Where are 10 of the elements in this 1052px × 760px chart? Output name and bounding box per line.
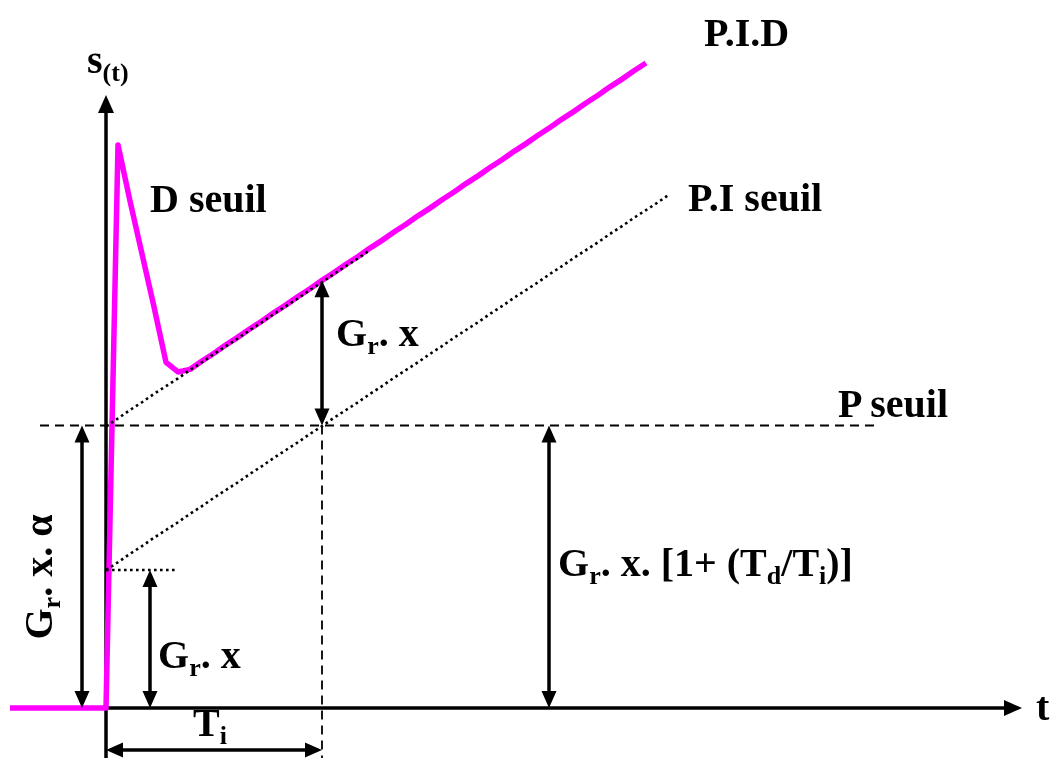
annotation: D seuil <box>150 176 267 221</box>
y-axis-title: s$_{(t)}$ <box>87 37 129 87</box>
series-label: P.I.D <box>704 10 790 55</box>
annotation: G$_{r}$. x. [1+ (T$_{d}$/T$_{i}$)] <box>558 540 853 590</box>
x-axis-title: t <box>1036 684 1050 729</box>
series-label: P.I seuil <box>688 174 823 220</box>
annotation: G$_{r}$. x <box>158 632 241 682</box>
annotation: T$_{i}$ <box>193 700 227 750</box>
ref-line-label: P seuil <box>838 381 949 427</box>
annotation: G$_{r}$. x <box>336 310 419 360</box>
